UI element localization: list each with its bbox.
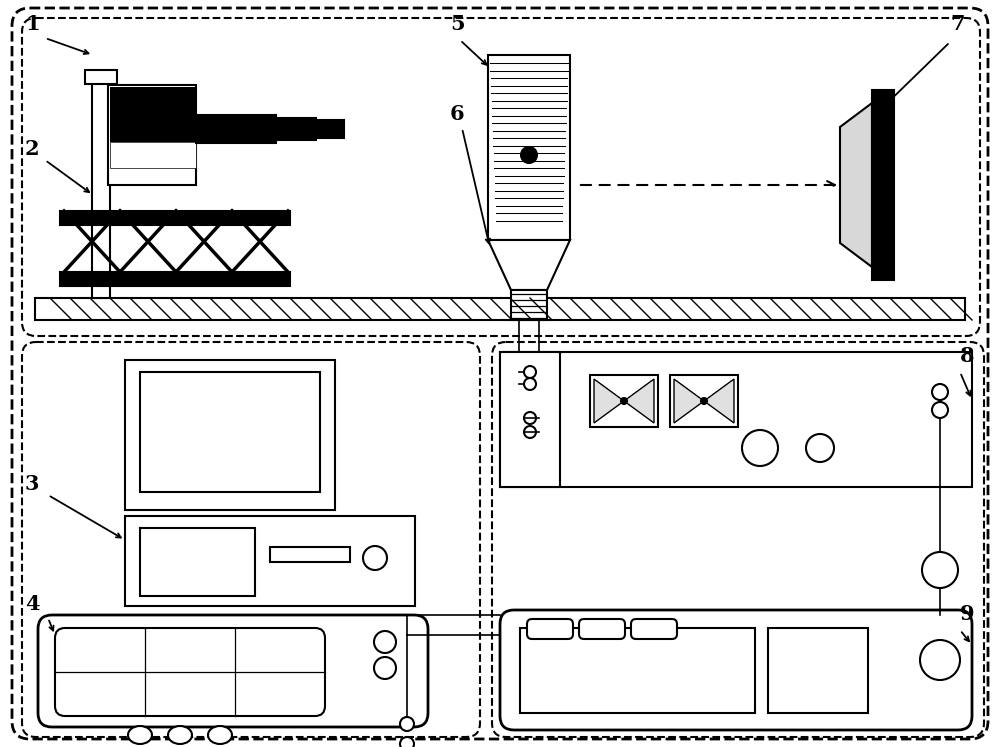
Bar <box>276 118 316 140</box>
Ellipse shape <box>524 426 536 438</box>
Ellipse shape <box>806 434 834 462</box>
Ellipse shape <box>168 726 192 744</box>
Text: 3: 3 <box>25 474 40 494</box>
Ellipse shape <box>932 384 948 400</box>
Ellipse shape <box>742 430 778 466</box>
Text: 2: 2 <box>25 139 40 159</box>
Polygon shape <box>674 379 704 423</box>
FancyBboxPatch shape <box>55 628 325 716</box>
Ellipse shape <box>374 657 396 679</box>
Bar <box>60 272 290 286</box>
Bar <box>872 90 894 280</box>
Text: 8: 8 <box>960 346 974 366</box>
Text: 1: 1 <box>25 14 40 34</box>
Ellipse shape <box>400 737 414 747</box>
Ellipse shape <box>621 398 627 404</box>
Bar <box>872 90 894 280</box>
Polygon shape <box>624 379 654 423</box>
Ellipse shape <box>701 398 707 404</box>
Bar <box>196 115 276 143</box>
Ellipse shape <box>524 366 536 378</box>
Bar <box>108 85 196 185</box>
Bar <box>140 372 320 492</box>
Bar <box>500 352 560 487</box>
Ellipse shape <box>374 631 396 653</box>
Bar <box>125 516 415 606</box>
Bar <box>110 87 196 142</box>
Ellipse shape <box>524 412 536 424</box>
FancyBboxPatch shape <box>579 619 625 639</box>
Bar <box>768 628 868 713</box>
FancyBboxPatch shape <box>527 619 573 639</box>
Bar <box>511 290 547 320</box>
Bar <box>670 375 738 427</box>
Text: 7: 7 <box>950 14 964 34</box>
Polygon shape <box>594 379 624 423</box>
Bar <box>520 628 755 713</box>
Polygon shape <box>488 240 570 290</box>
Ellipse shape <box>128 726 152 744</box>
Polygon shape <box>704 379 734 423</box>
Bar <box>140 528 255 596</box>
Bar <box>92 80 110 298</box>
Ellipse shape <box>922 552 958 588</box>
Text: 5: 5 <box>450 14 465 34</box>
Ellipse shape <box>521 147 537 163</box>
Bar <box>270 547 350 562</box>
Text: 4: 4 <box>25 594 40 614</box>
FancyBboxPatch shape <box>500 610 972 730</box>
FancyBboxPatch shape <box>631 619 677 639</box>
Bar <box>60 211 290 225</box>
Ellipse shape <box>208 726 232 744</box>
Bar <box>85 70 117 84</box>
Text: 9: 9 <box>960 604 975 624</box>
Bar <box>110 142 196 168</box>
Ellipse shape <box>920 640 960 680</box>
Bar <box>590 375 658 427</box>
Text: 6: 6 <box>450 104 465 124</box>
Bar <box>35 298 965 320</box>
Bar <box>488 55 570 240</box>
Ellipse shape <box>932 402 948 418</box>
Bar <box>500 352 972 487</box>
Bar <box>316 120 344 138</box>
FancyBboxPatch shape <box>38 615 428 727</box>
Ellipse shape <box>400 717 414 731</box>
Ellipse shape <box>524 378 536 390</box>
Polygon shape <box>840 103 872 267</box>
Bar <box>125 360 335 510</box>
Ellipse shape <box>363 546 387 570</box>
